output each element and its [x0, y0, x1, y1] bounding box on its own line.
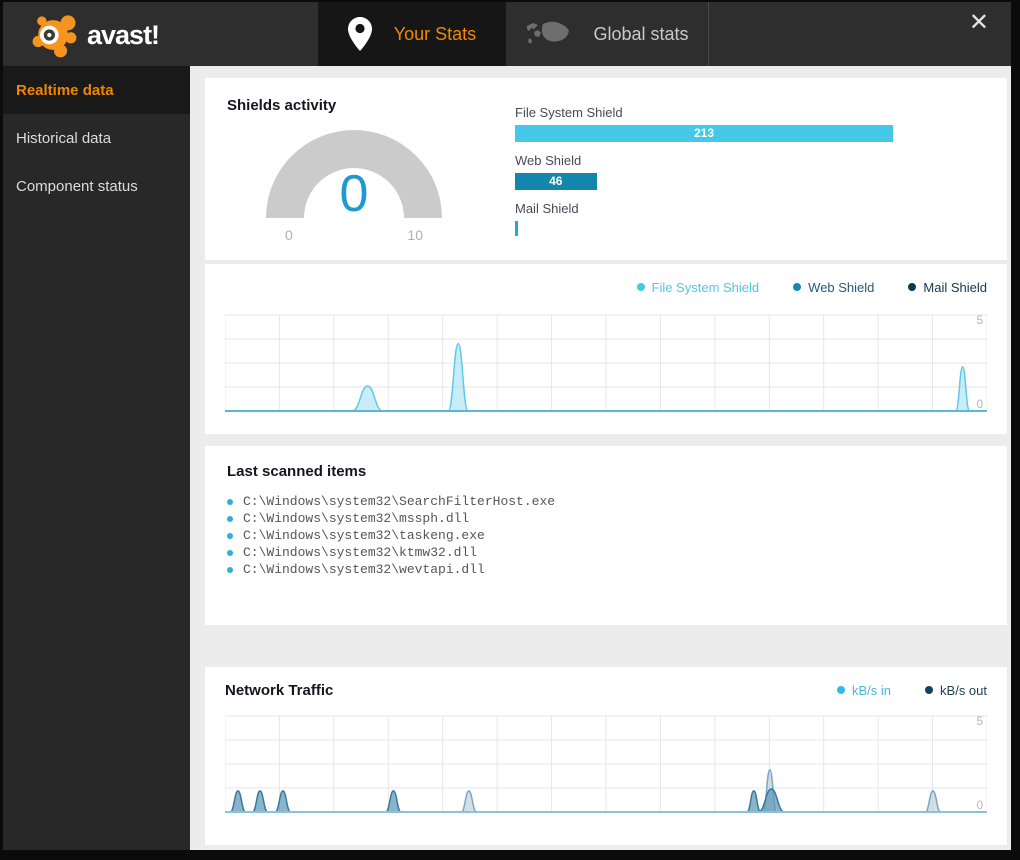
shields-activity-card: Shields activity 0 0 10 File System Shie…: [205, 78, 1007, 260]
tab-your-stats-label: Your Stats: [393, 23, 477, 44]
scan-list: C:\Windows\system32\SearchFilterHost.exe…: [227, 493, 985, 578]
legend-dot-icon: [793, 283, 802, 291]
bullet-dot-icon: [227, 498, 233, 505]
scan-item-path: C:\Windows\system32\taskeng.exe: [243, 528, 485, 543]
shield-bar-group: File System Shield 213: [515, 105, 893, 142]
scan-item: C:\Windows\system32\ktmw32.dll: [227, 544, 985, 561]
legend-label: kB/s out: [940, 682, 987, 698]
gauge-min-label: 0: [285, 227, 293, 243]
scan-item: C:\Windows\system32\mssph.dll: [227, 510, 985, 527]
bullet-dot-icon: [227, 532, 233, 539]
bullet-dot-icon: [227, 566, 233, 573]
avast-blob-icon: [32, 15, 77, 58]
shields-chart-legend: File System Shield Web Shield Mail Shield: [225, 277, 987, 297]
tab-your-stats[interactable]: Your Stats: [318, 2, 506, 66]
scan-item-path: C:\Windows\system32\mssph.dll: [243, 511, 470, 526]
shield-bar: [515, 221, 518, 236]
shields-gauge: 0 0 10: [259, 128, 449, 243]
legend-dot-icon: [837, 686, 846, 694]
gauge-arc-icon: [266, 130, 442, 218]
shield-bar-label: Mail Shield: [515, 201, 579, 216]
tab-global-stats[interactable]: Global stats: [506, 2, 709, 66]
last-scanned-card: Last scanned items C:\Windows\system32\S…: [205, 446, 1007, 625]
close-button[interactable]: ✕: [968, 9, 989, 36]
shield-bar-group: Web Shield 46: [515, 153, 893, 190]
shield-bar-group: Mail Shield: [515, 201, 893, 236]
legend-label: Web Shield: [808, 279, 875, 295]
legend-item-mail-shield: Mail Shield: [908, 280, 987, 295]
svg-text:0: 0: [977, 397, 984, 411]
gauge-max-label: 10: [407, 227, 423, 243]
bullet-dot-icon: [227, 549, 233, 556]
svg-text:5: 5: [977, 313, 984, 327]
network-chart-legend: kB/s in kB/s out: [333, 680, 987, 700]
shield-bars: File System Shield 213 Web Shield 46 Mail Sh…: [515, 97, 893, 260]
gauge-scale: 0 10: [259, 227, 449, 243]
legend-dot-icon: [908, 283, 917, 291]
legend-item-web-shield: Web Shield: [793, 280, 874, 295]
gauge-value: 0: [339, 165, 369, 223]
shields-timeline-card: File System Shield Web Shield Mail Shield …: [205, 264, 1007, 434]
logo-text: avast!: [87, 19, 160, 50]
scan-item: C:\Windows\system32\taskeng.exe: [227, 527, 985, 544]
svg-text:0: 0: [977, 798, 984, 812]
sidebar-item-component-status[interactable]: Component status: [16, 177, 138, 195]
legend-item-kb-s-out: kB/s out: [925, 683, 987, 698]
scan-item-path: C:\Windows\system32\SearchFilterHost.exe: [243, 494, 556, 509]
sidebar: Realtime data Historical data Component st…: [3, 66, 190, 850]
legend-label: kB/s in: [852, 682, 892, 698]
shields-activity-title: Shields activity: [227, 97, 337, 114]
header: avast! Your Stats Global stats ✕: [3, 2, 1011, 66]
scan-item: C:\Windows\system32\SearchFilterHost.exe: [227, 493, 985, 510]
legend-label: File System Shield: [651, 279, 760, 295]
shield-bar: 213: [515, 125, 893, 142]
last-scanned-title: Last scanned items: [227, 463, 367, 480]
shield-bar-label: File System Shield: [515, 105, 623, 120]
legend-dot-icon: [925, 686, 934, 694]
sidebar-item-realtime-data[interactable]: Realtime data: [3, 66, 190, 114]
tab-global-stats-label: Global stats: [593, 23, 689, 44]
sidebar-item-historical-data[interactable]: Historical data: [16, 129, 112, 147]
legend-item-kb-s-in: kB/s in: [837, 683, 891, 698]
scan-item: C:\Windows\system32\wevtapi.dll: [227, 561, 985, 578]
gauge-section: Shields activity 0 0 10: [227, 97, 515, 260]
svg-text:5: 5: [977, 714, 984, 728]
shields-timeline-chart: 50: [225, 313, 987, 412]
content-area: Shields activity 0 0 10 File System Shie…: [190, 66, 1011, 850]
shield-bar: 46: [515, 173, 597, 190]
scan-item-path: C:\Windows\system32\wevtapi.dll: [243, 562, 485, 577]
world-map-icon: [527, 21, 570, 44]
network-traffic-title: Network Traffic: [225, 681, 334, 699]
avast-logo: avast!: [25, 7, 160, 63]
network-traffic-chart: 50: [225, 714, 987, 813]
location-pin-icon: [347, 17, 372, 51]
legend-item-file-system-shield: File System Shield: [636, 279, 760, 295]
legend-label: Mail Shield: [923, 279, 987, 295]
legend-dot-icon: [636, 283, 645, 291]
bullet-dot-icon: [227, 515, 233, 522]
scan-item-path: C:\Windows\system32\ktmw32.dll: [243, 545, 478, 560]
shield-bar-label: Web Shield: [515, 153, 582, 168]
network-traffic-titlebar: Network Traffic kB/s in kB/s out: [225, 680, 987, 700]
